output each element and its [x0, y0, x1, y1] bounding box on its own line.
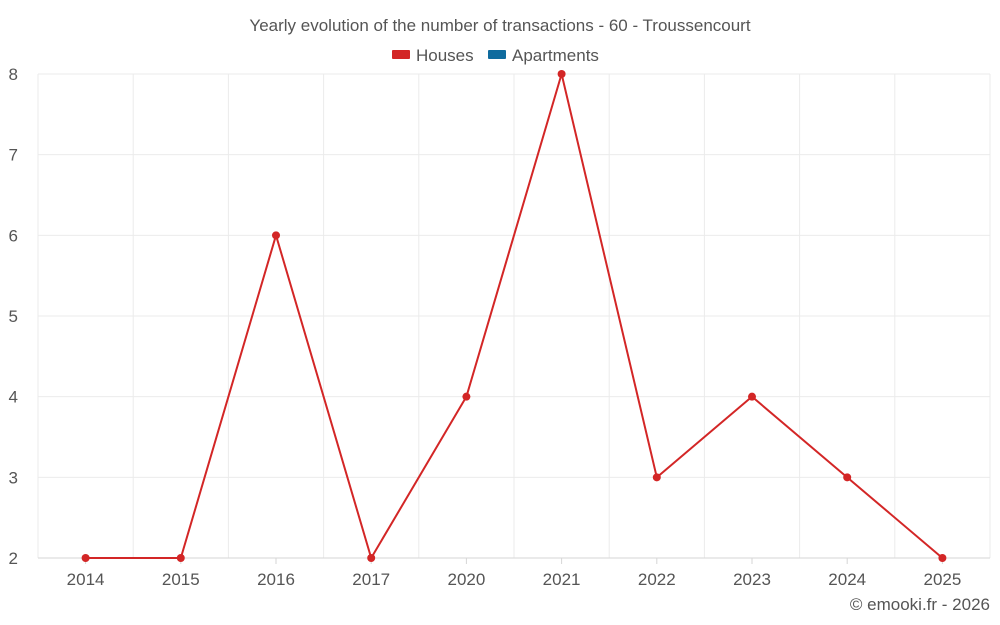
y-tick-label: 5	[9, 307, 18, 326]
legend-swatch-apartments	[488, 50, 506, 59]
legend-label-houses: Houses	[416, 46, 474, 65]
y-tick-label: 8	[9, 65, 18, 84]
legend-item-apartments[interactable]: Apartments	[488, 46, 599, 65]
legend-item-houses[interactable]: Houses	[392, 46, 474, 65]
chart-title: Yearly evolution of the number of transa…	[249, 16, 750, 35]
y-tick-label: 3	[9, 468, 18, 487]
y-tick-label: 6	[9, 226, 18, 245]
data-point[interactable]	[557, 70, 566, 78]
y-tick-label: 7	[9, 146, 18, 165]
data-point[interactable]	[748, 392, 756, 401]
data-point[interactable]	[652, 473, 661, 482]
x-tick-label: 2017	[352, 570, 390, 589]
data-point[interactable]	[462, 392, 471, 401]
series-houses	[81, 70, 947, 562]
y-tick-label: 2	[9, 549, 18, 568]
series-line	[85, 73, 944, 559]
axes: 2 3 4 5 6 7 8 2014 2015 2016 2017 2020 2021 2022 2023 2…	[9, 65, 990, 589]
x-tick-label: 2025	[923, 570, 961, 589]
data-point[interactable]	[176, 554, 185, 562]
data-point[interactable]	[938, 554, 947, 562]
legend-label-apartments: Apartments	[512, 46, 599, 65]
x-tick-label: 2022	[638, 570, 676, 589]
x-tick-label: 2014	[67, 570, 105, 589]
x-tick-label: 2016	[257, 570, 295, 589]
data-point[interactable]	[367, 554, 376, 562]
data-point[interactable]	[272, 231, 280, 240]
legend-swatch-houses	[392, 50, 410, 59]
x-tick-label: 2023	[733, 570, 771, 589]
x-tick-label: 2015	[162, 570, 200, 589]
legend[interactable]: Houses Apartments	[392, 46, 599, 65]
data-point[interactable]	[843, 473, 852, 482]
credit-text: © emooki.fr - 2026	[850, 595, 990, 614]
data-point[interactable]	[81, 554, 90, 562]
y-tick-label: 4	[9, 388, 18, 407]
x-tick-label: 2021	[543, 570, 581, 589]
grid	[37, 73, 991, 559]
x-tick-label: 2020	[447, 570, 485, 589]
x-tick-label: 2024	[828, 570, 866, 589]
